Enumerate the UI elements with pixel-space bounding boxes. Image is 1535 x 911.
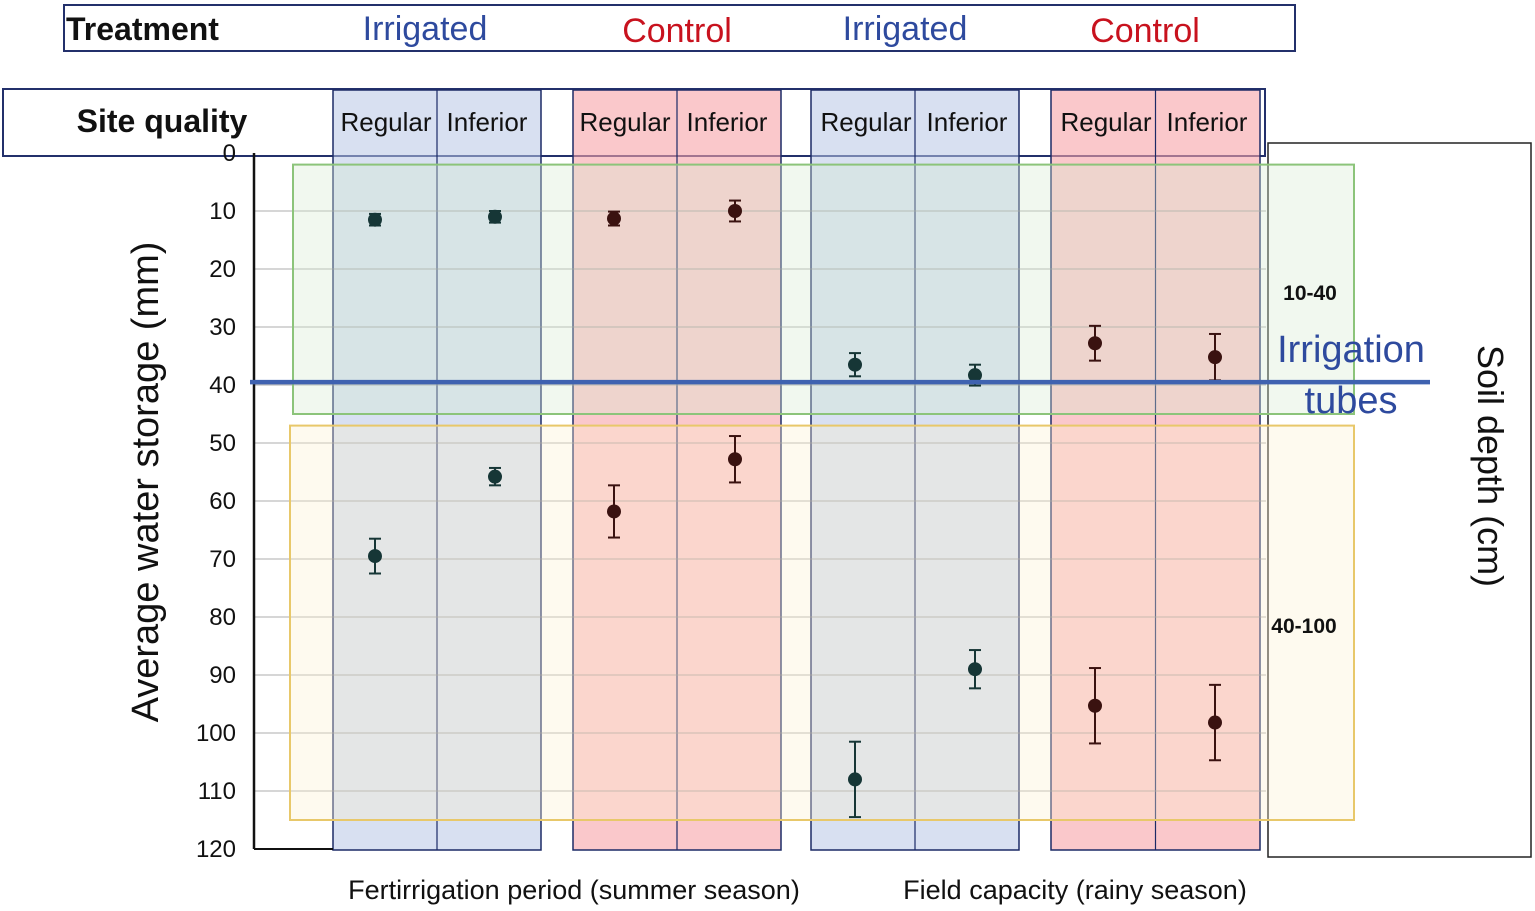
data-point-1-4 (848, 772, 862, 787)
y-axis: 0 10 20 30 40 50 60 70 80 90 100 110 120 (196, 140, 333, 863)
data-point-1-2 (607, 504, 621, 519)
data-point-1-1 (488, 469, 502, 484)
data-point-0-7 (1208, 350, 1222, 365)
data-point-1-0 (368, 549, 382, 564)
irrigation-label-line2: tubes (1305, 380, 1398, 422)
data-point-0-1 (488, 209, 502, 224)
treatment-group-label-3: Control (1090, 12, 1200, 50)
y-tick-label-9: 90 (209, 662, 236, 689)
depth-layer-label-1: 40-100 (1271, 615, 1336, 638)
period-label-0: Fertirrigation period (summer season) (348, 875, 800, 905)
data-point-1-3 (728, 452, 742, 467)
y-tick-label-7: 70 (209, 546, 236, 573)
site-quality-column-label-1: Inferior (447, 107, 528, 137)
site-quality-column-label-4: Regular (820, 107, 911, 137)
data-point-0-6 (1088, 336, 1102, 351)
treatment-group-label-1: Control (622, 12, 732, 50)
depth-layer-label-0: 10-40 (1283, 282, 1337, 305)
data-point-0-2 (607, 211, 621, 226)
y-tick-label-3: 30 (209, 314, 236, 341)
irrigation-label-line1: Irrigation (1277, 329, 1425, 371)
y-tick-label-5: 50 (209, 430, 236, 457)
period-label-1: Field capacity (rainy season) (903, 875, 1247, 905)
site-quality-column-label-0: Regular (340, 107, 431, 137)
treatment-group-label-2: Irrigated (843, 10, 968, 48)
y-tick-label-0: 0 (223, 140, 236, 167)
site-quality-column-label-3: Inferior (687, 107, 768, 137)
data-point-0-5 (968, 368, 982, 383)
data-point-0-4 (848, 357, 862, 372)
y-tick-label-10: 100 (196, 720, 236, 747)
y-tick-label-11: 110 (198, 778, 236, 805)
site-quality-column-labels: Regular Inferior Regular Inferior Regular Inf… (340, 107, 1247, 137)
treatment-group-label-0: Irrigated (363, 10, 488, 48)
gridlines (254, 210, 1266, 792)
data-point-1-6 (1088, 698, 1102, 713)
y-tick-label-4: 40 (209, 372, 236, 399)
y-tick-label-2: 20 (209, 256, 236, 283)
data-point-1-5 (968, 662, 982, 677)
data-point-1-7 (1208, 715, 1222, 730)
treatment-header-box (63, 4, 1296, 52)
treatment-label: Treatment (66, 11, 219, 47)
data-points (368, 199, 1222, 819)
data-point-0-3 (728, 204, 742, 218)
y-tick-label-8: 80 (209, 604, 236, 631)
site-quality-column-label-2: Regular (579, 107, 670, 137)
soil-depth-box (1267, 142, 1532, 858)
site-quality-column-label-6: Regular (1060, 107, 1151, 137)
y-tick-label-12: 120 (196, 836, 236, 863)
depth-layer-box-0 (292, 163, 1355, 415)
y-tick-label-1: 10 (209, 198, 236, 225)
depth-layer-box-1 (289, 424, 1355, 821)
site-quality-column-label-5: Inferior (927, 107, 1008, 137)
data-point-0-0 (368, 212, 382, 227)
y-axis-label: Average water storage (mm) (125, 242, 167, 723)
right-axis-label: Soil depth (cm) (1470, 345, 1511, 587)
treatment-columns (332, 89, 1261, 851)
site-quality-label: Site quality (77, 103, 248, 139)
depth-layer-boxes (289, 163, 1355, 821)
y-tick-label-6: 60 (209, 488, 236, 515)
site-quality-column-label-7: Inferior (1167, 107, 1248, 137)
